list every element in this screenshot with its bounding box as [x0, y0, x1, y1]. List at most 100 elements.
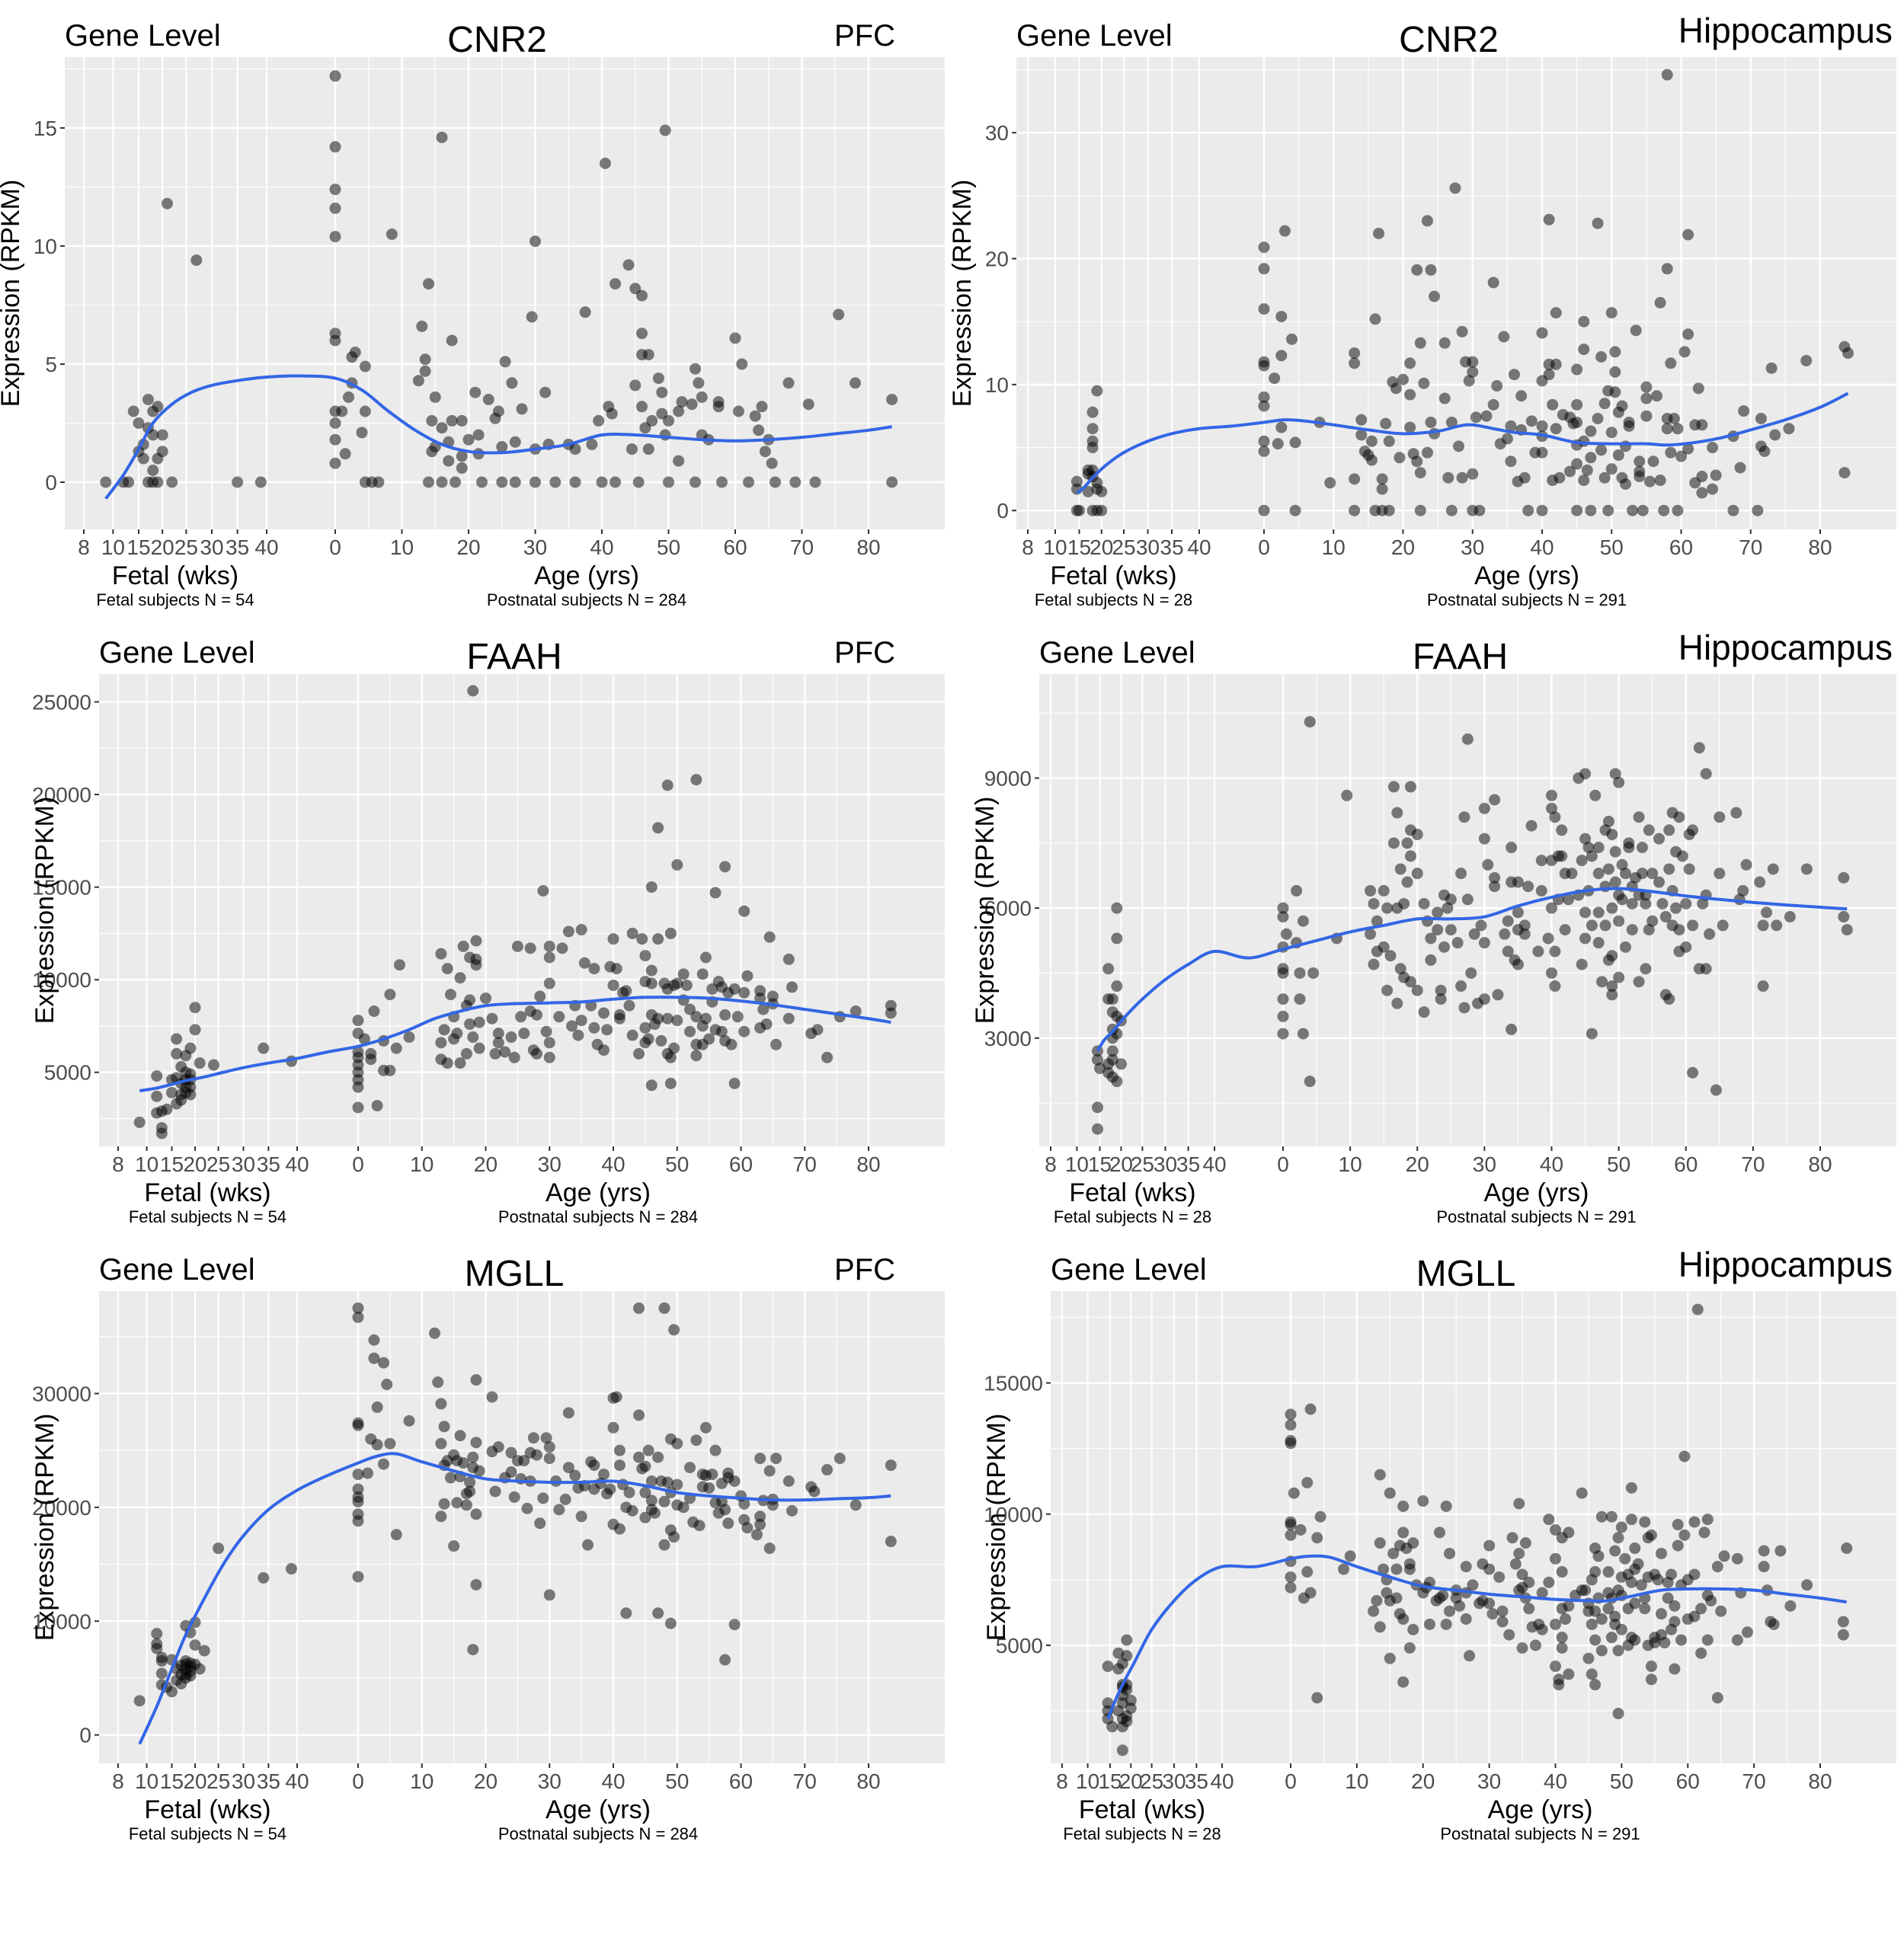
- data-point-postnatal: [1423, 1618, 1435, 1630]
- postnatal-n-label: Postnatal subjects N = 284: [498, 1207, 698, 1226]
- data-point-postnatal: [1651, 390, 1663, 402]
- data-point-postnatal: [1801, 1579, 1813, 1591]
- data-point-postnatal: [639, 1021, 651, 1034]
- data-point-fetal: [133, 1116, 146, 1128]
- data-point-postnatal: [1625, 1482, 1637, 1494]
- data-point-postnatal: [1480, 410, 1493, 422]
- data-point-postnatal: [1589, 1605, 1602, 1617]
- data-point-postnatal: [633, 1409, 645, 1421]
- data-point-postnatal: [1421, 446, 1433, 459]
- data-point-postnatal: [1571, 416, 1583, 428]
- data-point-postnatal: [1663, 824, 1675, 836]
- data-point-postnatal: [1579, 833, 1592, 845]
- data-point-postnatal: [1414, 504, 1426, 516]
- fetal-tick-label: 10: [135, 1152, 158, 1176]
- data-point-postnatal: [1673, 924, 1685, 936]
- data-point-postnatal: [1390, 382, 1402, 395]
- data-point-postnatal: [1277, 902, 1289, 914]
- data-point-fetal: [151, 1642, 163, 1654]
- data-point-postnatal: [597, 1469, 610, 1481]
- data-point-postnatal: [1599, 919, 1611, 932]
- data-point-postnatal: [754, 1518, 766, 1530]
- data-point-postnatal: [1516, 1642, 1528, 1654]
- data-point-postnatal: [373, 476, 385, 488]
- fetal-tick-label: 35: [257, 1152, 280, 1176]
- data-point-postnatal: [378, 1357, 389, 1369]
- data-point-postnatal: [1501, 433, 1513, 445]
- data-point-postnatal: [1643, 824, 1655, 836]
- region-label: Hippocampus: [1678, 11, 1893, 50]
- fetal-tick-label: 25: [206, 1769, 230, 1793]
- postnatal-tick-label: 10: [1345, 1769, 1368, 1793]
- data-point-postnatal: [1625, 1514, 1637, 1526]
- data-point-postnatal: [1542, 932, 1554, 945]
- fetal-n-label: Fetal subjects N = 54: [129, 1824, 286, 1843]
- postnatal-tick-label: 50: [1600, 535, 1624, 559]
- data-point-postnatal: [419, 353, 431, 366]
- data-point-postnatal: [690, 1434, 702, 1447]
- data-point-postnatal: [1666, 1568, 1678, 1581]
- data-point-postnatal: [1546, 789, 1557, 801]
- data-point-fetal: [133, 1695, 146, 1707]
- data-point-postnatal: [639, 950, 651, 962]
- data-point-postnatal: [1556, 1566, 1568, 1578]
- data-point-postnatal: [1559, 924, 1571, 936]
- data-point-postnatal: [597, 1007, 610, 1019]
- data-point-postnatal: [1285, 1519, 1297, 1531]
- data-point-postnatal: [378, 1458, 389, 1470]
- smooth-trend-line: [1076, 392, 1849, 494]
- data-point-postnatal: [1612, 1532, 1624, 1544]
- data-point-postnatal: [1659, 911, 1672, 923]
- data-point-postnatal: [1378, 1563, 1390, 1575]
- chart-panel-cnr2-hippocampus: 0 10 20 30 8 10 15 20 25 30 35 40 0 10 20 30 40 50 60 70 80 G…: [952, 0, 1904, 617]
- data-point-postnatal: [1737, 884, 1749, 897]
- data-point-postnatal: [1581, 464, 1593, 476]
- data-point-postnatal: [1301, 1566, 1314, 1578]
- data-point-postnatal: [1513, 1547, 1525, 1559]
- data-point-postnatal: [1563, 1668, 1575, 1680]
- data-point-postnatal: [633, 1047, 645, 1060]
- data-point-postnatal: [1783, 423, 1795, 435]
- data-point-postnatal: [610, 963, 622, 975]
- data-point-fetal: [1091, 385, 1103, 397]
- data-point-postnatal: [1535, 884, 1547, 897]
- data-point-postnatal: [719, 1654, 731, 1666]
- data-point-postnatal: [1605, 307, 1618, 319]
- postnatal-tick-label: 60: [1674, 1152, 1698, 1176]
- data-point-postnatal: [352, 1311, 364, 1323]
- data-point-postnatal: [586, 438, 598, 450]
- data-point-postnatal: [476, 476, 488, 488]
- data-point-postnatal: [359, 360, 371, 372]
- data-point-postnatal: [1578, 435, 1590, 447]
- data-point-postnatal: [464, 1476, 476, 1488]
- data-point-postnatal: [450, 476, 461, 488]
- data-point-postnatal: [1578, 315, 1590, 328]
- data-point-postnatal: [1461, 893, 1474, 906]
- data-point-postnatal: [1277, 911, 1289, 923]
- data-point-postnatal: [1546, 902, 1557, 914]
- data-point-postnatal: [664, 1051, 677, 1063]
- data-point-postnatal: [1715, 1605, 1727, 1617]
- gene-level-label: Gene Level: [1039, 636, 1195, 670]
- data-point-postnatal: [457, 1457, 469, 1469]
- data-point-postnatal: [1349, 357, 1361, 369]
- data-point-postnatal: [1543, 369, 1555, 381]
- data-point-postnatal: [470, 1374, 482, 1386]
- data-point-postnatal: [770, 1038, 782, 1050]
- data-point-postnatal: [1669, 1663, 1681, 1675]
- data-point-postnatal: [1673, 811, 1685, 823]
- data-point-postnatal: [1438, 392, 1451, 404]
- fetal-axis-label: Fetal (wks): [144, 1795, 270, 1824]
- fetal-n-label: Fetal subjects N = 28: [1063, 1824, 1221, 1843]
- fetal-tick-label: 10: [1043, 535, 1067, 559]
- data-point-postnatal: [1841, 1542, 1853, 1555]
- postnatal-n-label: Postnatal subjects N = 284: [487, 590, 686, 609]
- data-point-postnatal: [1564, 465, 1576, 478]
- fetal-tick-label: 8: [112, 1769, 124, 1793]
- data-point-fetal: [1086, 442, 1099, 454]
- data-point-fetal: [171, 1047, 183, 1060]
- data-point-postnatal: [1291, 884, 1303, 897]
- data-point-postnatal: [1632, 1558, 1644, 1570]
- data-point-postnatal: [1701, 1514, 1714, 1526]
- data-point-postnatal: [1682, 328, 1694, 340]
